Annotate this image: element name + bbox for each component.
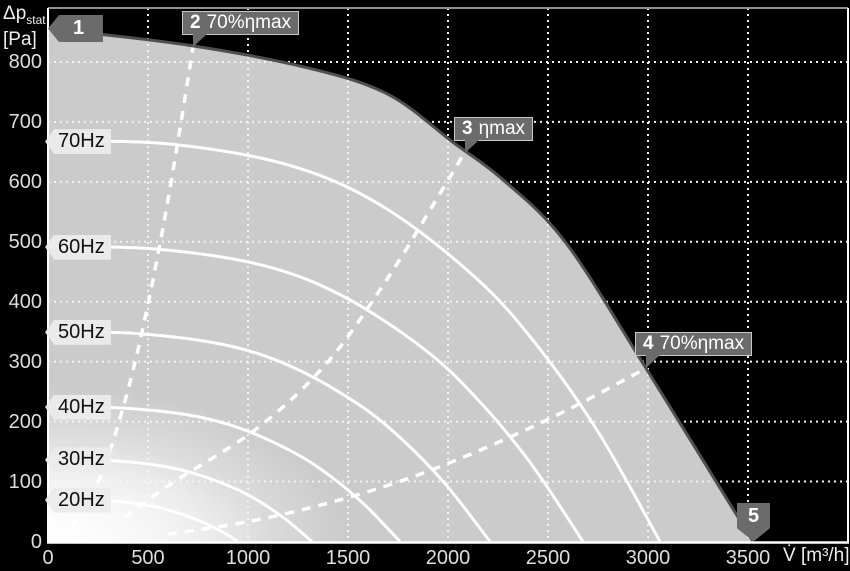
- marker-label: 70%ηmax: [659, 333, 745, 355]
- origin-fade: [48, 441, 273, 542]
- curve-label-50Hz: 50Hz: [45, 319, 111, 345]
- curve-40Hz: [48, 405, 402, 542]
- efficiency-curve-70%ηmax-right: [167, 366, 647, 537]
- y-tick-label-200: 200: [8, 410, 42, 433]
- y-tick-label-500: 500: [8, 230, 42, 253]
- x-axis-unit: [m³/h]: [800, 545, 850, 566]
- marker-4-pointer: [646, 355, 660, 369]
- marker-number: 2: [190, 11, 201, 33]
- marker-label: ηmax: [478, 118, 526, 140]
- operating-envelope-boundary: [47, 26, 755, 543]
- y-tick-label-400: 400: [8, 290, 42, 313]
- y-tick-label-0: 0: [30, 530, 42, 553]
- x-tick-label-2500: 2500: [525, 547, 571, 569]
- marker-number: 4: [643, 333, 654, 355]
- curve-label-20Hz: 20Hz: [45, 487, 111, 513]
- marker-number: 3: [462, 118, 473, 140]
- y-tick-label-800: 800: [8, 50, 42, 73]
- y-tick-label-600: 600: [8, 170, 42, 193]
- operating-envelope-fill: [48, 28, 753, 542]
- marker-4: 4 70%ηmax: [635, 332, 753, 357]
- y-axis-title: Δpstat [Pa]: [3, 4, 46, 50]
- x-tick-label-3000: 3000: [625, 547, 671, 569]
- y-axis-subscript: stat: [26, 12, 46, 27]
- x-tick-label-500: 500: [131, 547, 165, 569]
- y-tick-label-100: 100: [8, 470, 42, 493]
- curve-70Hz: [48, 139, 662, 542]
- y-tick-label-700: 700: [8, 110, 42, 133]
- x-tick-label-1000: 1000: [225, 547, 271, 569]
- curve-60Hz: [48, 245, 585, 542]
- marker-label: 70%ηmax: [206, 11, 292, 33]
- y-axis-unit: [Pa]: [3, 28, 37, 50]
- marker-5: 5: [737, 502, 770, 542]
- marker-2-pointer: [193, 33, 207, 47]
- x-axis-title: V̇ [m³/h]: [783, 546, 850, 566]
- x-axis-symbol: V̇: [783, 545, 796, 566]
- marker-3: 3 ηmax: [454, 117, 534, 142]
- x-tick-label-3500: 3500: [725, 547, 771, 569]
- curve-label-60Hz: 60Hz: [45, 234, 111, 260]
- curve-label-70Hz: 70Hz: [45, 129, 111, 155]
- y-tick-label-300: 300: [8, 350, 42, 373]
- marker-2: 2 70%ηmax: [182, 10, 300, 35]
- x-tick-label-1500: 1500: [325, 547, 371, 569]
- marker-3-pointer: [465, 140, 479, 154]
- gridlines: [48, 8, 848, 542]
- x-tick-label-0: 0: [42, 547, 54, 569]
- curve-50Hz: [48, 330, 492, 542]
- efficiency-curve-ηmax: [122, 150, 467, 519]
- curve-label-40Hz: 40Hz: [45, 394, 111, 420]
- marker-1: 1: [48, 14, 103, 42]
- y-axis-symbol: Δp: [3, 3, 27, 24]
- low-pressure-glow: [48, 386, 348, 542]
- x-tick-label-2000: 2000: [425, 547, 471, 569]
- curve-label-30Hz: 30Hz: [45, 447, 111, 473]
